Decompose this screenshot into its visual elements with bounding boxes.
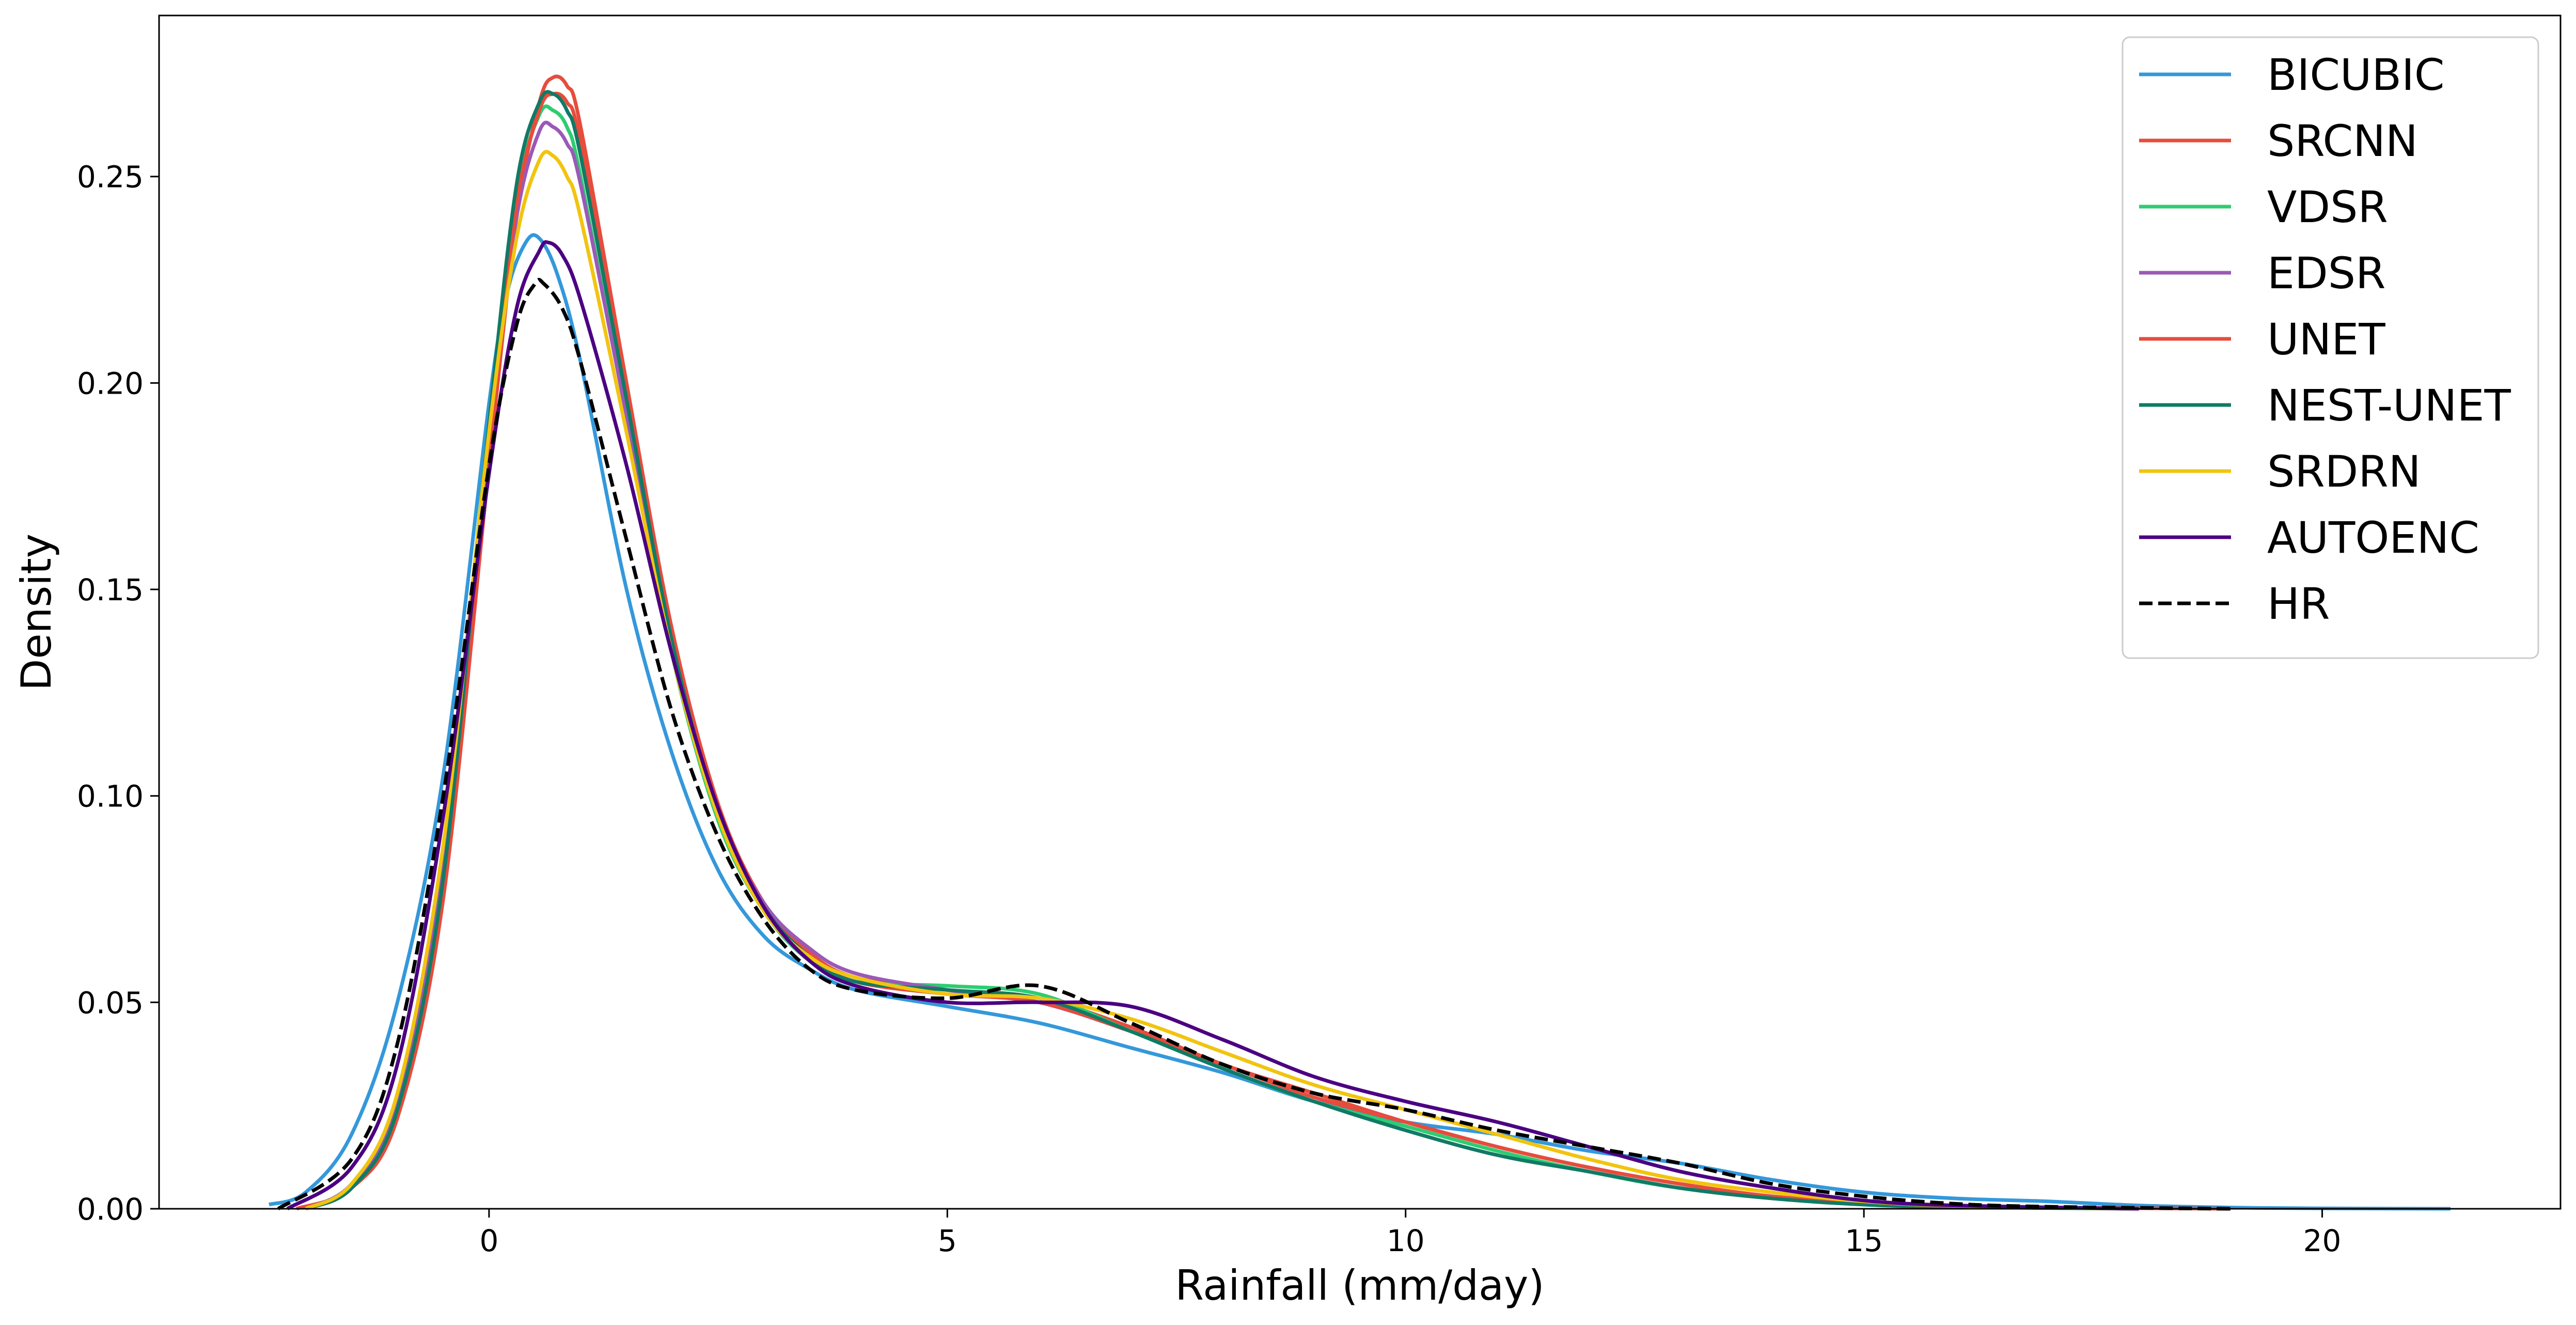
y-axis-label: Density — [12, 534, 60, 691]
series-line-hr — [277, 278, 2231, 1211]
legend-box — [2122, 36, 2539, 659]
y-tick-label: 0.20 — [77, 366, 144, 401]
x-tick-label: 0 — [479, 1223, 498, 1258]
y-tick-label: 0.05 — [77, 985, 144, 1020]
series-line-srdrn — [305, 150, 2139, 1211]
x-axis-ticks: 0 5 10 15 20 — [479, 1209, 2341, 1258]
y-tick-label: 0.00 — [77, 1192, 144, 1227]
plot-frame — [158, 14, 2562, 1210]
x-tick-label: 15 — [1845, 1223, 1883, 1258]
plot-lines — [268, 74, 2451, 1211]
legend: BICUBIC SRCNN VDSR EDSR UNET NEST-UNET SRDRN AU… — [2122, 36, 2539, 659]
x-axis-label: Rainfall (mm/day) — [1175, 1261, 1544, 1310]
y-tick-label: 0.25 — [77, 160, 144, 195]
y-axis-ticks: 0.00 0.05 0.10 0.15 0.20 0.25 — [77, 160, 159, 1227]
y-tick-label: 0.15 — [77, 572, 144, 607]
legend-label: AUTOENC — [2267, 512, 2479, 563]
x-tick-label: 5 — [938, 1223, 957, 1258]
y-tick-label: 0.10 — [77, 779, 144, 814]
legend-label: BICUBIC — [2267, 50, 2445, 100]
legend-label: HR — [2267, 579, 2330, 629]
legend-label: NEST-UNET — [2267, 380, 2511, 431]
legend-label: VDSR — [2267, 182, 2388, 232]
legend-label: SRDRN — [2267, 446, 2421, 497]
x-tick-label: 10 — [1387, 1223, 1425, 1258]
x-tick-label: 20 — [2303, 1223, 2342, 1258]
legend-label: UNET — [2267, 314, 2385, 365]
legend-label: EDSR — [2267, 248, 2385, 299]
legend-label: SRCNN — [2267, 116, 2418, 166]
